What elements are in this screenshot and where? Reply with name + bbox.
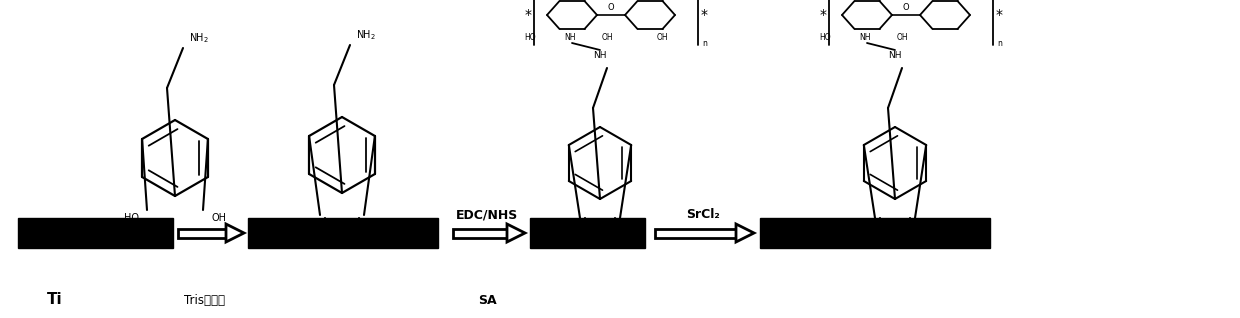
Text: SA: SA xyxy=(477,294,496,307)
Bar xyxy=(655,229,737,238)
Text: O: O xyxy=(312,218,320,228)
Text: *: * xyxy=(996,8,1002,22)
Text: O: O xyxy=(915,221,923,231)
Text: O: O xyxy=(608,3,614,12)
Text: NH: NH xyxy=(859,32,870,42)
Bar xyxy=(453,229,507,238)
Bar xyxy=(19,218,174,248)
Text: EDC/NHS: EDC/NHS xyxy=(456,209,518,222)
Text: O: O xyxy=(867,221,874,231)
Text: n: n xyxy=(997,38,1002,47)
Text: OH: OH xyxy=(601,32,613,42)
Text: SrCl₂: SrCl₂ xyxy=(686,209,720,222)
Text: NH: NH xyxy=(564,32,575,42)
Text: NH: NH xyxy=(888,51,901,60)
Bar xyxy=(529,218,645,248)
Text: n: n xyxy=(702,38,707,47)
Text: *: * xyxy=(820,8,827,22)
Text: O: O xyxy=(620,221,627,231)
Bar xyxy=(760,218,990,248)
Text: NH$_2$: NH$_2$ xyxy=(188,31,208,45)
Text: OH: OH xyxy=(211,213,226,223)
Text: *: * xyxy=(525,8,532,22)
Bar xyxy=(179,229,226,238)
Text: HO: HO xyxy=(124,213,139,223)
Text: Ti: Ti xyxy=(47,293,63,308)
Text: OH: OH xyxy=(897,32,908,42)
Polygon shape xyxy=(507,224,525,242)
Text: HO: HO xyxy=(525,32,536,42)
Polygon shape xyxy=(737,224,754,242)
Text: NH: NH xyxy=(593,51,606,60)
Text: O: O xyxy=(365,218,372,228)
Polygon shape xyxy=(226,224,244,242)
Text: HO: HO xyxy=(818,32,831,42)
Text: Tris水溶液: Tris水溶液 xyxy=(185,294,226,307)
Text: NH$_2$: NH$_2$ xyxy=(356,28,376,42)
Text: O: O xyxy=(903,3,909,12)
Bar xyxy=(248,218,438,248)
Text: OH: OH xyxy=(656,32,668,42)
Text: *: * xyxy=(701,8,708,22)
Text: O: O xyxy=(572,221,580,231)
